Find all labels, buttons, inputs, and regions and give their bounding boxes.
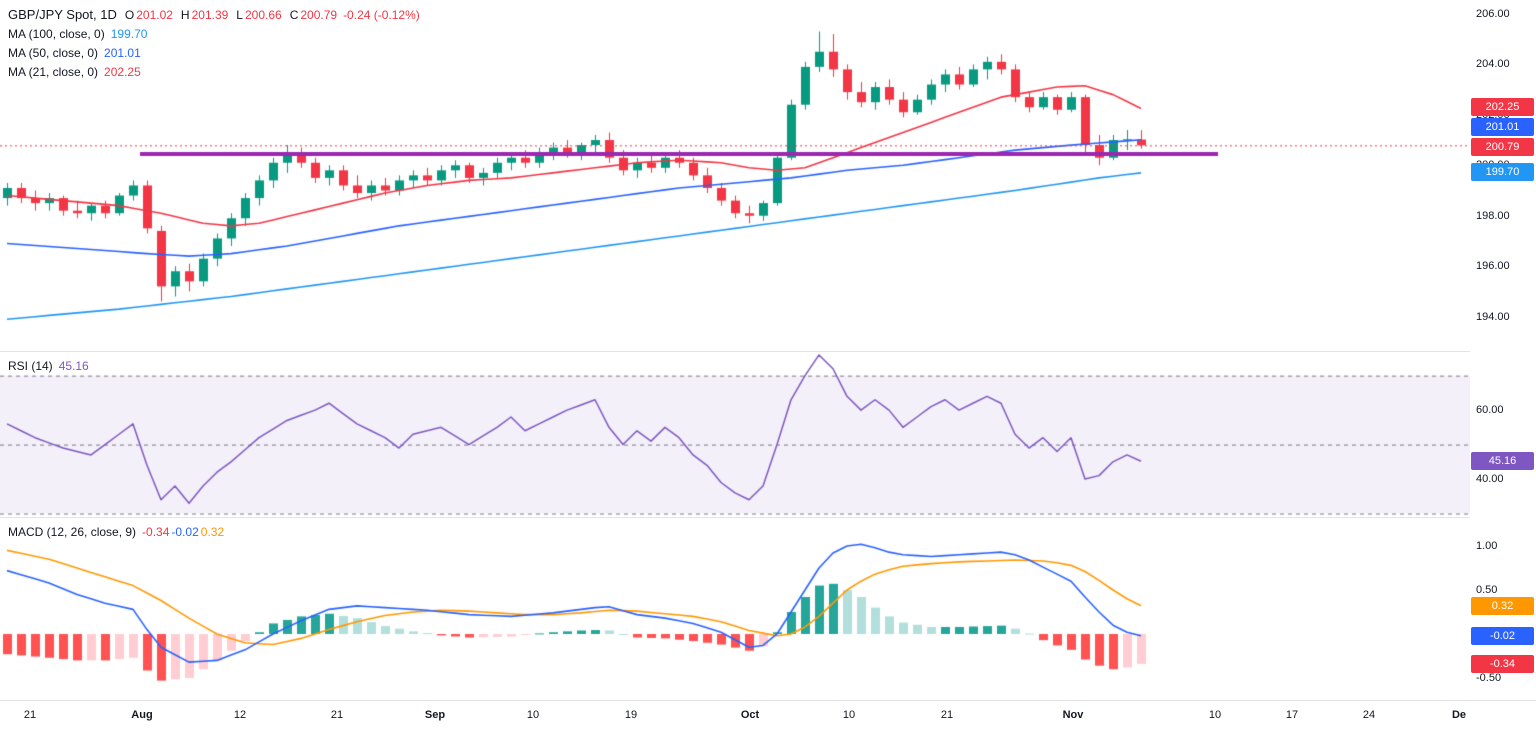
pane-divider (0, 700, 1536, 701)
time-axis-label: 19 (624, 709, 638, 721)
macd-axis-label: 1.00 (1476, 539, 1498, 552)
symbol-title[interactable]: GBP/JPY Spot, 1D (8, 7, 117, 22)
ma100-label: MA (100, close, 0) (8, 27, 105, 41)
ma50-value: 201.01 (104, 46, 141, 60)
low-value: 200.66 (244, 8, 282, 22)
time-axis-label: 21 (940, 709, 954, 721)
open-label: O (124, 8, 135, 22)
time-axis-label: 17 (1285, 709, 1299, 721)
time-axis-label: 21 (330, 709, 344, 721)
macd-legend[interactable]: MACD (12, 26, close, 9) -0.34 -0.02 0.32 (8, 523, 224, 542)
macd-label: MACD (12, 26, close, 9) (8, 525, 137, 539)
close-value: 200.79 (300, 8, 338, 22)
ma21-legend-row[interactable]: MA (21, close, 0) 202.25 (8, 63, 420, 82)
rsi-axis-label: 40.00 (1476, 473, 1504, 486)
rsi-pane[interactable] (0, 352, 1470, 517)
price-axis-badge: 200.79 (1471, 138, 1534, 156)
close-label: C (289, 8, 299, 22)
macd-signal-value: 0.32 (200, 525, 225, 539)
ma21-value: 202.25 (104, 65, 141, 79)
time-axis-label: 21 (23, 709, 37, 721)
symbol-row: GBP/JPY Spot, 1D O 201.02 H 201.39 L 200.66 C 20… (8, 5, 420, 25)
ma21-label: MA (21, close, 0) (8, 65, 99, 79)
low-label: L (236, 8, 243, 22)
rsi-label: RSI (14) (8, 359, 53, 373)
price-axis-label: 196.00 (1476, 260, 1510, 273)
rsi-axis-badge: 45.16 (1471, 452, 1534, 470)
time-axis-label: 10 (526, 709, 540, 721)
macd-axis-badge: -0.34 (1471, 655, 1534, 673)
high-label: H (180, 8, 190, 22)
macd-axis-label: -0.50 (1476, 671, 1502, 684)
rsi-value: 45.16 (58, 359, 89, 373)
change-value: -0.24 (-0.12%) (343, 8, 420, 22)
time-axis-label: Nov (1062, 709, 1084, 721)
macd-line-value: -0.02 (171, 525, 199, 539)
ma50-legend-row[interactable]: MA (50, close, 0) 201.01 (8, 44, 420, 63)
time-axis-label: Oct (740, 709, 760, 721)
macd-axis-badge: 0.32 (1471, 597, 1534, 615)
time-axis-label: 10 (842, 709, 856, 721)
ma100-legend-row[interactable]: MA (100, close, 0) 199.70 (8, 25, 420, 44)
macd-hist-value: -0.34 (142, 525, 170, 539)
time-axis-label: De (1451, 709, 1467, 721)
rsi-legend[interactable]: RSI (14) 45.16 (8, 357, 89, 376)
price-pane[interactable] (0, 0, 1470, 352)
open-value: 201.02 (136, 8, 173, 22)
macd-axis-label: 0.50 (1476, 583, 1498, 596)
high-value: 201.39 (191, 8, 229, 22)
time-axis-label: Sep (424, 709, 446, 721)
ma50-label: MA (50, close, 0) (8, 46, 99, 60)
main-pane-legend: GBP/JPY Spot, 1D O 201.02 H 201.39 L 200.66 C 20… (8, 5, 420, 82)
price-axis-label: 198.00 (1476, 209, 1510, 222)
price-axis-badge: 201.01 (1471, 118, 1534, 136)
price-axis-label: 204.00 (1476, 58, 1510, 71)
price-axis[interactable]: 206.00204.00202.00200.00198.00196.00194.… (1470, 0, 1536, 700)
time-axis-label: 10 (1208, 709, 1222, 721)
price-axis-badge: 202.25 (1471, 98, 1534, 116)
macd-axis-badge: -0.02 (1471, 627, 1534, 645)
time-axis-label: Aug (131, 709, 153, 721)
pane-divider[interactable] (0, 517, 1536, 518)
price-axis-badge: 199.70 (1471, 163, 1534, 181)
price-axis-label: 206.00 (1476, 7, 1510, 20)
time-axis-label: 12 (233, 709, 247, 721)
time-axis[interactable]: 21 Aug 12 21 Sep 10 19 Oct 10 21 Nov 10 17 24 De (0, 701, 1536, 737)
time-axis-label: 24 (1362, 709, 1376, 721)
price-axis-label: 194.00 (1476, 310, 1510, 323)
macd-pane[interactable] (0, 518, 1470, 700)
ma100-value: 199.70 (110, 27, 148, 41)
rsi-axis-label: 60.00 (1476, 404, 1504, 417)
pane-divider[interactable] (0, 351, 1536, 352)
